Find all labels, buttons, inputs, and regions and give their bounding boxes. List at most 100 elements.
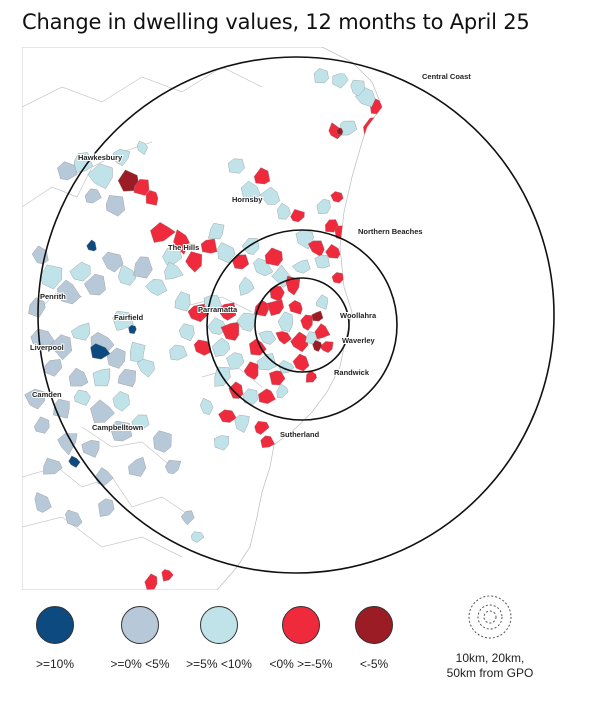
suburb-patch-dark (128, 324, 137, 334)
legend-item-rings: 10km, 20km, 50km from GPO (440, 594, 540, 681)
chart-title: Change in dwelling values, 12 months to … (22, 10, 530, 34)
suburb-patch-grey (153, 430, 172, 453)
suburb-patch-grey (128, 456, 147, 477)
suburb-patch-dark (90, 343, 111, 360)
suburb-patch-light (112, 310, 134, 331)
suburb-patch-red (258, 388, 276, 404)
place-label-campbelltown: Campbelltown (92, 423, 144, 432)
suburb-patches (24, 68, 382, 590)
place-label-randwick: Randwick (334, 368, 370, 377)
region-boundary (81, 426, 173, 468)
suburb-patch-grey (34, 416, 50, 434)
region-boundary (22, 516, 183, 558)
suburb-patch-red (325, 219, 339, 233)
legend-swatch-0-neg5 (282, 606, 320, 644)
legend-swatch-lt-neg5 (355, 606, 393, 644)
region-boundary (181, 296, 253, 313)
place-label-central-coast: Central Coast (422, 72, 471, 81)
suburb-patch-grey (133, 256, 153, 279)
legend-label-ge10: >=10% (35, 657, 75, 671)
suburb-patch-red (377, 85, 382, 100)
suburb-patch-red (185, 251, 203, 273)
suburb-patch-light (375, 141, 382, 152)
rings-icon (468, 595, 512, 639)
place-label-liverpool: Liverpool (30, 343, 64, 352)
suburb-patch-grey (65, 509, 83, 528)
suburb-patch-red (193, 339, 212, 356)
suburb-patch-light (234, 414, 250, 433)
suburb-patch-light (178, 323, 195, 342)
suburb-patch-grey (30, 328, 55, 348)
place-label-parramatta: Parramatta (198, 305, 238, 314)
suburb-patch-red (290, 331, 309, 353)
suburb-patch-light (112, 149, 131, 166)
suburb-patch-light (190, 531, 205, 543)
suburb-patch-red (269, 370, 286, 386)
suburb-patch-grey (83, 273, 106, 296)
suburb-patch-grey (165, 460, 182, 474)
suburb-patch-light (87, 163, 113, 190)
legend-label-0-5: >=0% <5% (110, 657, 170, 671)
map: Central Coast Hawkesbury Hornsby Northern B… (22, 47, 562, 590)
suburb-patch-red (228, 381, 244, 399)
legend-item-5-10: >=5% <10% (171, 606, 267, 671)
suburb-patch-red (218, 409, 237, 423)
suburb-patch-light (291, 259, 311, 274)
suburb-patch-light (242, 388, 258, 405)
legend-item-ge10: >=10% (17, 606, 93, 671)
legend: >=10% >=0% <5% >=5% <10% <0% >=-5% <-5% … (0, 595, 595, 728)
suburb-patch-light (145, 278, 168, 296)
suburb-patch-grey (180, 510, 195, 526)
place-label-the-hills: The Hills (168, 243, 199, 252)
suburb-patch-light (217, 242, 236, 263)
place-label-camden: Camden (32, 390, 62, 399)
place-label-hornsby: Hornsby (232, 195, 263, 204)
suburb-patch-grey (117, 368, 136, 388)
legend-rings-label: 10km, 20km, 50km from GPO (446, 651, 534, 680)
suburb-patch-light (136, 358, 155, 378)
legend-swatch-ge10 (36, 606, 74, 644)
suburb-patch-light (131, 414, 150, 429)
suburb-patch-light (276, 383, 289, 398)
suburb-patch-red (254, 421, 270, 435)
suburb-patch-red (260, 435, 275, 448)
suburb-patch-grey (81, 440, 100, 458)
suburb-patch-light (211, 337, 231, 357)
suburb-patch-red (253, 167, 271, 185)
distance-rings (37, 56, 555, 574)
suburb-patch-light (70, 322, 90, 341)
suburb-patch-light (174, 291, 191, 312)
place-label-penrith: Penrith (40, 292, 66, 301)
suburb-patch-light (228, 158, 245, 174)
suburb-patch-light (277, 311, 294, 332)
suburb-patch-light (332, 73, 349, 89)
legend-label-0-neg5: <0% >=-5% (269, 657, 333, 671)
suburb-patch-maroon (311, 310, 324, 322)
suburb-patch-grey (57, 433, 78, 456)
suburb-patch-red (325, 243, 341, 259)
suburb-patch-grey (56, 279, 81, 305)
place-label-fairfield: Fairfield (114, 313, 144, 322)
suburb-patch-grey (48, 334, 72, 361)
suburb-patch-light (313, 68, 329, 84)
suburb-patch-grey (34, 492, 52, 513)
suburb-patch-red (266, 299, 284, 316)
suburb-patch-light (239, 276, 255, 296)
suburb-patch-red (173, 229, 190, 255)
suburb-patch-light (316, 198, 331, 214)
legend-label-5-10: >=5% <10% (186, 657, 252, 671)
place-labels: Central Coast Hawkesbury Hornsby Northern B… (29, 71, 472, 440)
suburb-patch-grey (24, 388, 45, 410)
place-label-waverley: Waverley (342, 336, 375, 345)
region-boundary (22, 66, 263, 108)
suburb-patch-grey (57, 161, 78, 181)
suburb-patch-light (316, 294, 328, 310)
legend-item-lt-neg5: <-5% (336, 606, 412, 671)
suburb-patch-grey (43, 457, 63, 475)
suburb-patch-light (277, 202, 291, 220)
suburb-patch-red (314, 323, 331, 340)
suburb-patch-light (226, 352, 245, 370)
ring-20km (206, 229, 398, 421)
suburb-patch-grey (109, 420, 133, 442)
suburb-patch-light (258, 330, 277, 345)
